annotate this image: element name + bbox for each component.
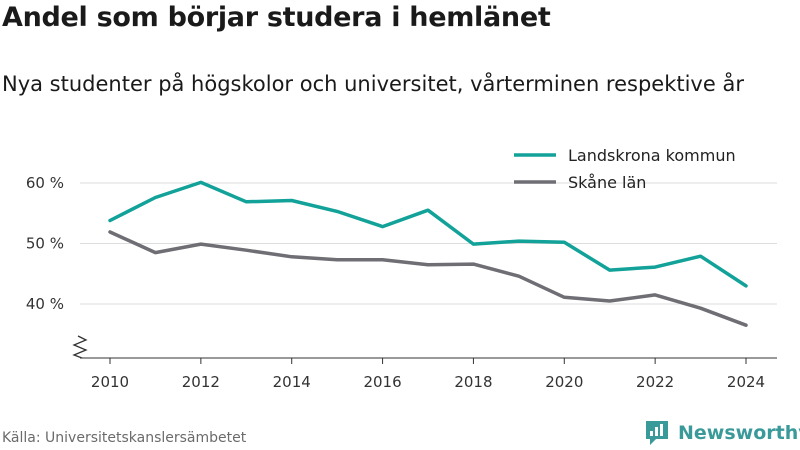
legend-label-0: Landskrona kommun — [568, 146, 736, 165]
axes: 40 % 50 % 60 % 2010 2012 2014 2016 2018 2020 2022… — [26, 174, 777, 391]
x-tick-label: 2024 — [727, 373, 765, 391]
x-tick-label: 2020 — [545, 373, 583, 391]
series-lines — [108, 180, 748, 327]
y-tick-label: 40 % — [26, 295, 64, 313]
x-tick-label: 2014 — [273, 373, 311, 391]
y-tick-label: 60 % — [26, 174, 64, 192]
chart-title: Andel som börjar studera i hemlänet — [2, 2, 551, 33]
line-chart: 40 % 50 % 60 % 2010 2012 2014 2016 2018 2020 2022… — [26, 146, 777, 391]
y-tick-label: 50 % — [26, 235, 64, 253]
series-line-0 — [108, 180, 748, 288]
grid-lines — [80, 182, 777, 305]
newsworthy-logo-icon — [646, 421, 668, 445]
x-tick-label: 2010 — [91, 373, 129, 391]
brand-name: Newsworthy — [678, 422, 800, 444]
chart-subtitle: Nya studenter på högskolor och universit… — [2, 72, 744, 96]
legend-label-1: Skåne län — [568, 173, 646, 192]
axis-break-icon — [72, 335, 88, 359]
legend: Landskrona kommun Skåne län — [514, 146, 736, 192]
x-tick-label: 2016 — [363, 373, 401, 391]
x-tick-label: 2012 — [182, 373, 220, 391]
source-note: Källa: Universitetskanslersämbetet — [2, 430, 247, 446]
brand-logo: Newsworthy — [644, 419, 800, 447]
x-tick-label: 2022 — [636, 373, 674, 391]
series-line-1 — [108, 230, 748, 327]
x-tick-label: 2018 — [454, 373, 492, 391]
